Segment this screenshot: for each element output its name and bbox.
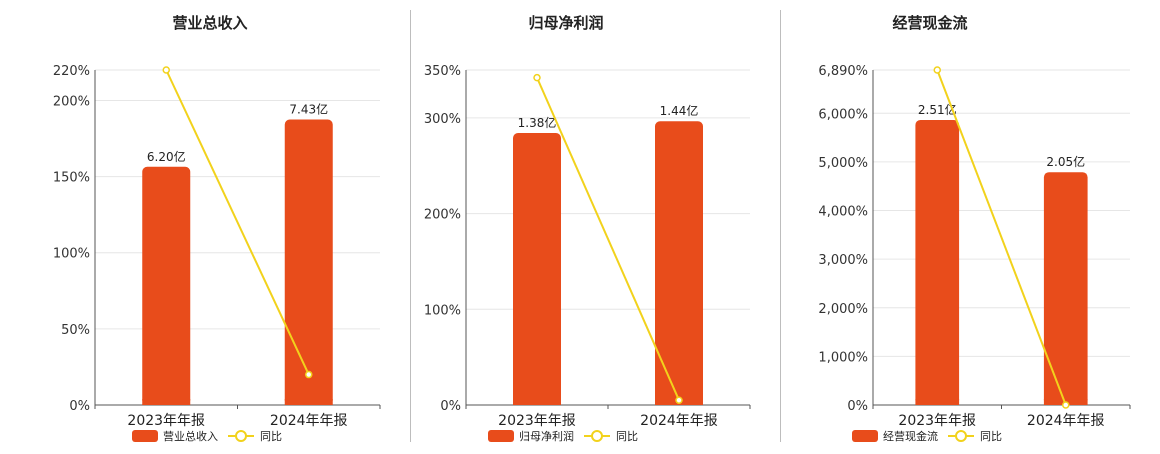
x-tick-label: 2023年年报 — [898, 413, 976, 429]
yoy-point[interactable] — [162, 66, 170, 74]
y-tick-label: 350% — [424, 64, 461, 79]
bar[interactable] — [513, 133, 561, 405]
x-tick-label: 2023年年报 — [498, 413, 576, 429]
yoy-point[interactable] — [1062, 401, 1070, 409]
bar[interactable] — [655, 121, 703, 405]
yoy-point[interactable] — [305, 370, 313, 379]
bar-data-label: 6.20亿 — [147, 149, 186, 164]
y-tick-label: 0% — [440, 399, 461, 414]
legend-label-bar: 营业总收入 — [163, 429, 218, 443]
chart-title: 经营现金流 — [892, 14, 967, 32]
chart-revenue: 营业总收入 0% 50% 100% 150% 200% 220% 6.20亿 2023年年报 7.… — [53, 14, 381, 443]
legend-marker — [591, 430, 603, 442]
x-tick-label: 2024年年报 — [1027, 413, 1105, 429]
y-tick-label: 1,000% — [818, 350, 868, 365]
bar-base — [513, 399, 561, 405]
legend-marker — [955, 430, 967, 442]
legend-marker — [235, 430, 247, 442]
legend-swatch-bar — [852, 430, 878, 442]
yoy-point[interactable] — [533, 73, 541, 82]
bar-data-label: 1.44亿 — [660, 103, 699, 118]
bar-data-label: 2.05亿 — [1046, 154, 1085, 169]
legend-label-bar: 经营现金流 — [883, 429, 938, 443]
bar-base — [284, 399, 333, 405]
yoy-point[interactable] — [675, 396, 683, 404]
yoy-point[interactable] — [933, 66, 941, 74]
panel-divider — [780, 10, 781, 442]
chart-title: 归母净利润 — [528, 14, 603, 32]
bar[interactable] — [142, 166, 191, 405]
legend-swatch-bar — [132, 430, 158, 442]
x-tick-label: 2024年年报 — [270, 413, 348, 429]
y-tick-label: 5,000% — [818, 156, 868, 171]
legend-label-bar: 归母净利润 — [519, 429, 574, 443]
bar[interactable] — [284, 119, 333, 406]
y-tick-label: 100% — [53, 247, 90, 262]
bar-base — [915, 399, 960, 405]
x-tick-label: 2024年年报 — [640, 413, 718, 429]
y-tick-label: 150% — [53, 171, 90, 186]
y-tick-label: 220% — [53, 64, 90, 79]
y-tick-label: 0% — [847, 399, 868, 414]
y-tick-label: 6,000% — [818, 107, 868, 122]
y-tick-label: 6,890% — [818, 64, 868, 79]
yoy-line — [936, 69, 1067, 406]
y-tick-label: 2,000% — [818, 302, 868, 317]
legend-label-yoy: 同比 — [980, 430, 1002, 443]
panel-divider — [410, 10, 411, 442]
y-tick-label: 300% — [424, 112, 461, 127]
bar-data-label: 7.43亿 — [289, 102, 328, 117]
bar-data-label: 2.51亿 — [918, 102, 957, 117]
y-tick-label: 0% — [69, 399, 90, 414]
yoy-line — [165, 69, 310, 375]
chart-operating-cashflow: 经营现金流 0% 1,000% 2,000% 3,000% 4,000% 5,000% 6,0… — [818, 14, 1131, 443]
legend-label-yoy: 同比 — [260, 430, 282, 443]
y-tick-label: 3,000% — [818, 253, 868, 268]
legend-label-yoy: 同比 — [616, 430, 638, 443]
y-tick-label: 200% — [53, 94, 90, 109]
y-tick-label: 100% — [424, 303, 461, 318]
yoy-line — [536, 77, 680, 401]
chart-net-profit: 归母净利润 0% 100% 200% 300% 350% 1.38亿 2023年年报 1.44亿… — [424, 14, 751, 443]
y-tick-label: 200% — [424, 208, 461, 223]
legend-swatch-bar — [488, 430, 514, 442]
y-tick-label: 4,000% — [818, 205, 868, 220]
y-tick-label: 50% — [61, 323, 90, 338]
chart-title: 营业总收入 — [172, 14, 247, 32]
bar[interactable] — [1043, 172, 1088, 405]
x-tick-label: 2023年年报 — [127, 413, 205, 429]
bar-data-label: 1.38亿 — [518, 115, 557, 130]
bar[interactable] — [915, 119, 960, 406]
bar-base — [142, 399, 191, 405]
